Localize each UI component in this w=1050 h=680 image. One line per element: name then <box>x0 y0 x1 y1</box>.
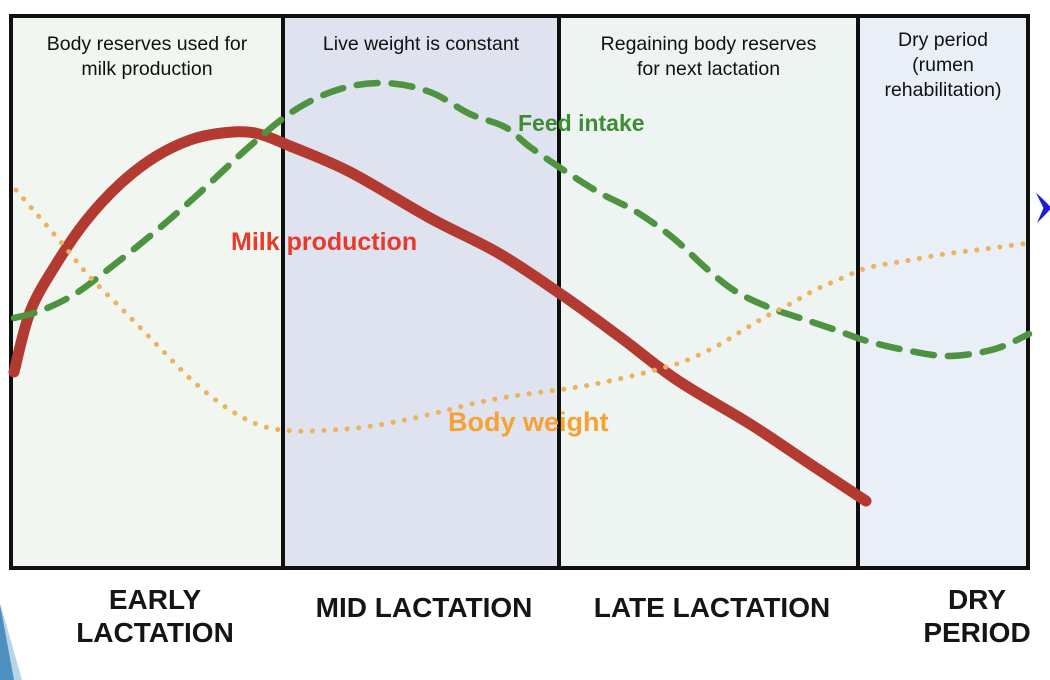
panel-note-late: Regaining body reserves for next lactati… <box>600 33 817 80</box>
panel-early-lactation: Body reserves used for milk production <box>13 18 285 566</box>
panel-mid-lactation: Live weight is constant <box>285 18 561 566</box>
right-arrow-icon <box>1036 193 1050 223</box>
panel-note-dry: Dry period (rumen rehabilitation) <box>884 29 1002 101</box>
panel-note-early: Body reserves used for milk production <box>46 33 248 80</box>
axis-label-late-lactation: LATE LACTATION <box>593 592 831 623</box>
corner-decoration <box>0 604 22 680</box>
axis-label-mid-lactation: MID LACTATION <box>315 592 533 623</box>
axis-label-dry-period: DRY PERIOD <box>923 584 1031 649</box>
body-weight-label: Body weight <box>448 407 609 437</box>
panel-dry-period: Dry period (rumen rehabilitation) <box>860 18 1026 566</box>
feed-intake-label: Feed intake <box>518 110 645 136</box>
milk-production-label: Milk production <box>231 228 418 256</box>
chart-frame: Body reserves used for milk production L… <box>9 14 1030 570</box>
panel-note-mid: Live weight is constant <box>322 33 520 55</box>
axis-label-early-lactation: EARLY LACTATION <box>76 584 234 649</box>
panel-late-lactation: Regaining body reserves for next lactati… <box>561 18 860 566</box>
